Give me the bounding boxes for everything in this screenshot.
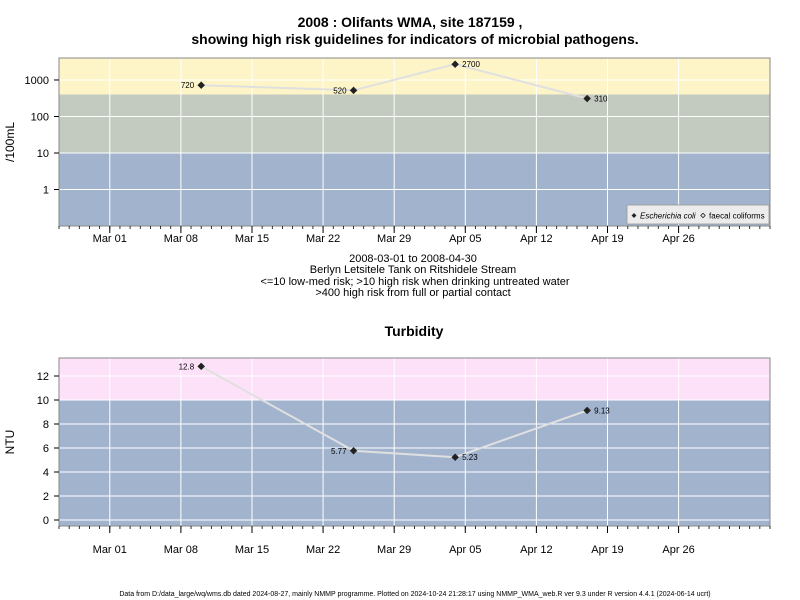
main-title-line1: 2008 : Olifants WMA, site 187159 , <box>298 14 523 30</box>
risk-guideline-drinking: <=10 low-med risk; >10 high risk when dr… <box>260 276 569 288</box>
data-point <box>583 406 592 415</box>
y-tick-label: 1 <box>43 184 49 196</box>
y-tick-label: 100 <box>31 111 49 123</box>
x-tick-label: Apr 19 <box>591 544 623 556</box>
y-axis-label: NTU <box>3 430 17 455</box>
data-point <box>451 60 459 69</box>
y-tick-label: 10 <box>37 395 49 407</box>
x-tick-label: Apr 05 <box>449 544 481 556</box>
data-label: 720 <box>181 81 195 90</box>
x-tick-label: Mar 22 <box>306 544 340 556</box>
y-tick-label: 8 <box>43 419 49 431</box>
x-tick-label: Mar 29 <box>377 233 411 245</box>
x-tick-label: Mar 29 <box>377 544 411 556</box>
legend-box <box>626 204 770 225</box>
risk-band-2 <box>59 94 770 153</box>
y-tick-label: 12 <box>37 371 49 383</box>
x-tick-label: Mar 22 <box>306 233 340 245</box>
legend-marker-ecoli <box>631 212 637 219</box>
x-tick-label: Apr 26 <box>662 544 694 556</box>
data-label: 5.23 <box>462 453 478 462</box>
site-name-subtitle: Berlyn Letsitele Tank on Ritshidele Stre… <box>310 264 516 276</box>
risk-band-1 <box>59 400 770 526</box>
data-source-footer: Data from D:/data_large/wq/wms.db dated … <box>119 591 710 598</box>
x-tick-label: Apr 26 <box>662 233 694 245</box>
data-label: 520 <box>333 86 347 95</box>
data-point <box>349 446 358 455</box>
data-label: 12.8 <box>179 362 195 371</box>
data-point <box>197 362 206 371</box>
y-tick-label: 6 <box>43 443 49 455</box>
x-tick-label: Mar 01 <box>93 233 127 245</box>
data-label: 2700 <box>462 60 480 69</box>
y-tick-label: 1000 <box>25 75 49 87</box>
data-point <box>583 94 592 103</box>
y-tick-label: 10 <box>37 148 49 160</box>
x-tick-label: Mar 08 <box>164 233 198 245</box>
x-tick-label: Mar 01 <box>93 544 127 556</box>
series-line <box>201 63 588 100</box>
y-axis-label: /100mL <box>3 122 17 162</box>
data-point <box>349 86 358 95</box>
x-tick-label: Apr 12 <box>520 544 552 556</box>
risk-guideline-contact: >400 high risk from full or partial cont… <box>315 287 510 299</box>
y-tick-label: 2 <box>43 491 49 503</box>
data-label: 310 <box>594 95 608 104</box>
legend-marker-faecal <box>700 212 706 219</box>
date-range-subtitle: 2008-03-01 to 2008-04-30 <box>349 253 477 265</box>
x-tick-label: Apr 19 <box>591 233 623 245</box>
series-line <box>200 365 588 459</box>
risk-band-3 <box>59 58 770 95</box>
data-label: 9.13 <box>594 406 610 415</box>
data-label: 5.77 <box>331 447 347 456</box>
x-tick-label: Mar 15 <box>235 233 269 245</box>
x-tick-label: Apr 05 <box>449 233 481 245</box>
y-tick-label: 0 <box>43 515 49 527</box>
x-tick-label: Apr 12 <box>520 233 552 245</box>
legend-label-ecoli: Escherichia coli <box>640 212 696 221</box>
turbidity-chart-title: Turbidity <box>385 323 444 339</box>
data-point <box>197 81 206 90</box>
data-point <box>451 453 459 462</box>
turbidity-chart-panel: 0 2 4 6 8 10 12 Mar 01 Mar 08 Mar 15 Mar 22 Mar 29 A… <box>3 357 771 556</box>
x-tick-label: Mar 15 <box>235 544 269 556</box>
x-tick-label: Mar 08 <box>164 544 198 556</box>
y-tick-label: 4 <box>43 467 49 479</box>
risk-band-2 <box>59 358 770 400</box>
legend-label-faecal: faecal coliforms <box>709 212 765 221</box>
ecoli-chart-panel: 1 10 100 1000 Mar 01 Mar 08 Mar 15 Mar 22 Mar 29… <box>3 57 771 245</box>
main-title-line2: showing high risk guidelines for indicat… <box>191 31 638 47</box>
